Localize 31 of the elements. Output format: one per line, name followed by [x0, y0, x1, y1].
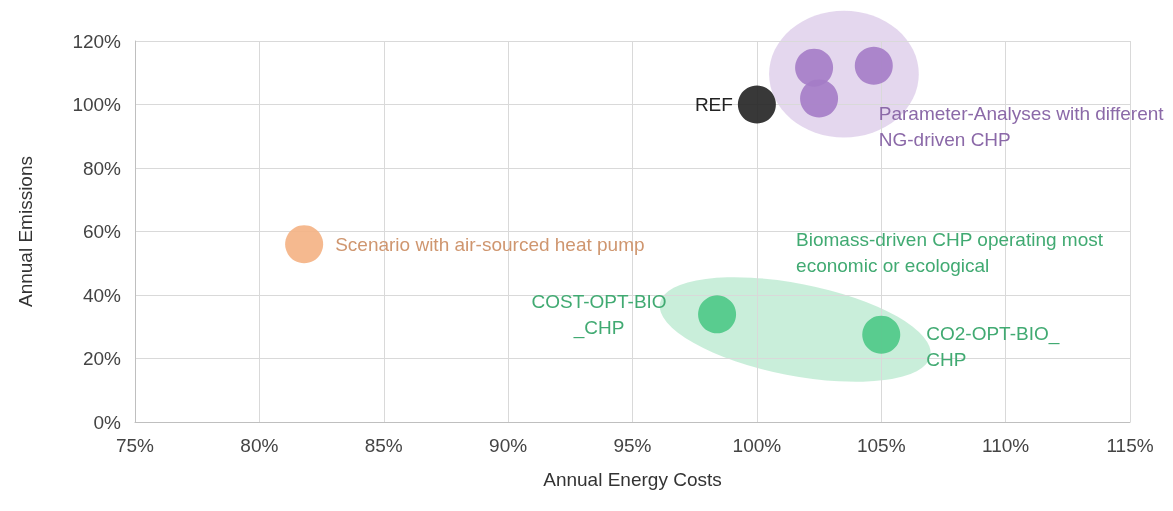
x-axis-title: Annual Energy Costs [543, 469, 722, 490]
x-tick-label: 85% [364, 435, 403, 456]
annotation: COST-OPT-BIO_CHP [531, 290, 667, 339]
y-tick-label: 100% [72, 94, 122, 115]
point [800, 79, 839, 118]
point [285, 225, 324, 264]
x-tick-label: 105% [856, 435, 906, 456]
y-tick-label: 40% [82, 284, 122, 306]
x-tick-label: 80% [240, 435, 279, 456]
y-tick-label: 60% [82, 221, 122, 242]
series-label: Parameter-Analyses with different NG-driven CHP [878, 102, 1169, 150]
point [795, 48, 834, 87]
point [737, 85, 776, 124]
y-axis-title: Annual Emissions [15, 155, 36, 308]
series-label: Scenario with air-sourced heat pump [335, 233, 645, 255]
text: Biomass-driven CHP operating most economic or ecological [796, 228, 1109, 276]
x-tick-label: 95% [613, 435, 652, 456]
point [698, 295, 737, 334]
point [862, 315, 901, 354]
point [854, 46, 893, 85]
y-tick-label: 20% [82, 348, 122, 369]
x-tick-label: 110% [982, 435, 1030, 456]
y-tick-label: 0% [93, 411, 122, 433]
y-tick-label: 80% [82, 157, 122, 179]
y-tick-label: 120% [72, 30, 122, 52]
x-tick-label: 100% [732, 435, 782, 456]
x-tick-label: 90% [489, 435, 528, 456]
x-tick-label: 75% [115, 435, 155, 456]
x-tick-label: 115% [1106, 435, 1154, 456]
series-label: REF [694, 94, 733, 115]
annotation: CO2-OPT-BIO_CHP [926, 323, 1060, 371]
